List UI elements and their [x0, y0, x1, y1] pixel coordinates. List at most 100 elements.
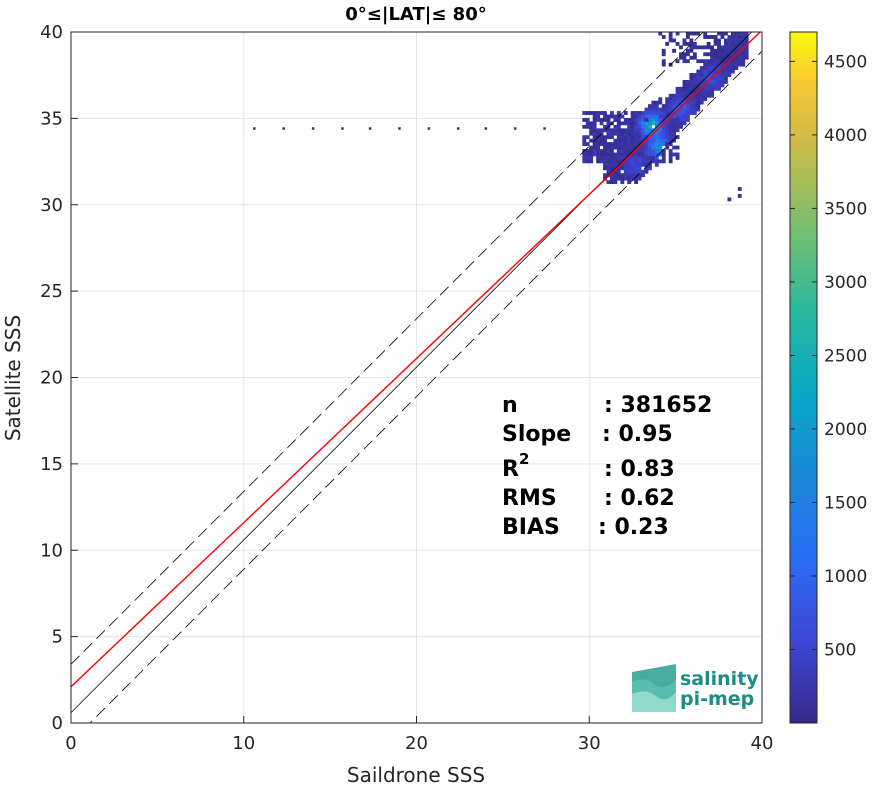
density-cell — [647, 128, 652, 133]
density-cell — [623, 135, 628, 140]
density-cell — [596, 159, 601, 164]
density-cell — [651, 142, 656, 147]
density-cell — [609, 135, 614, 140]
density-cell — [603, 142, 607, 147]
density-cell — [723, 32, 728, 36]
density-cell — [589, 131, 594, 136]
density-cell — [703, 62, 708, 67]
density-cell — [665, 111, 670, 115]
density-cell — [685, 48, 690, 53]
density-cell — [609, 149, 614, 153]
outlier-point — [484, 127, 488, 130]
density-cell — [717, 55, 721, 60]
colorbar-tick-label: 4500 — [824, 52, 867, 72]
density-cell — [717, 52, 721, 57]
density-cell — [582, 159, 587, 164]
density-cell — [603, 152, 607, 157]
x-tick-label: 20 — [405, 733, 428, 754]
density-cell — [609, 114, 614, 119]
density-cell — [737, 187, 742, 191]
density-cell — [713, 86, 718, 91]
density-cell — [703, 93, 708, 98]
colorbar: 500 1000 1500 2000 2500 3000 3500 4000 4500 — [789, 31, 867, 724]
density-cell — [599, 142, 604, 147]
density-cell — [672, 48, 677, 53]
density-cell — [596, 155, 601, 160]
density-cell — [606, 121, 611, 126]
density-cell — [589, 149, 594, 153]
density-cell — [675, 32, 680, 36]
density-cell — [620, 135, 625, 140]
density-cell — [634, 149, 639, 153]
density-cell — [634, 176, 639, 181]
density-cell — [589, 124, 594, 129]
density-cell — [592, 114, 597, 119]
density-cell — [717, 79, 721, 84]
density-cell — [589, 111, 594, 115]
density-cell — [679, 45, 683, 50]
stat-bias-value: : 0.23 — [598, 515, 669, 540]
density-cell — [658, 97, 663, 102]
density-cell — [596, 149, 601, 153]
density-cell — [654, 159, 659, 164]
density-cell — [654, 114, 659, 119]
density-cell — [720, 55, 725, 60]
density-cell — [644, 145, 649, 150]
density-cell — [582, 135, 587, 140]
density-cell — [668, 107, 673, 112]
density-cell — [703, 32, 708, 36]
density-cell — [730, 41, 735, 46]
colorbar-gradient — [789, 31, 818, 724]
density-cell — [727, 35, 732, 39]
density-cell — [710, 79, 715, 84]
density-cell — [623, 159, 628, 164]
density-cell — [689, 100, 694, 105]
density-cell — [637, 128, 642, 133]
density-cell — [623, 117, 628, 122]
density-cell — [682, 86, 687, 91]
density-cell — [679, 107, 683, 112]
density-cell — [609, 142, 614, 147]
density-cell — [720, 32, 725, 36]
density-cell — [713, 79, 718, 84]
density-cell — [634, 155, 639, 160]
density-cell — [599, 138, 604, 143]
density-cell — [596, 145, 601, 150]
logo-line2: pi-mep — [680, 688, 754, 710]
density-cell — [727, 38, 732, 43]
density-cell — [603, 166, 607, 171]
density-cell — [641, 124, 645, 129]
density-cell — [641, 162, 645, 167]
density-cell — [613, 162, 618, 167]
y-tick-label: 40 — [40, 22, 63, 43]
density-cell — [685, 114, 690, 119]
density-cell — [661, 62, 666, 67]
density-cell — [616, 169, 621, 174]
density-cell — [665, 145, 670, 150]
density-cell — [627, 145, 632, 150]
density-cell — [689, 86, 694, 91]
density-cell — [623, 162, 628, 167]
density-cell — [658, 111, 663, 115]
density-cell — [675, 155, 680, 160]
density-cell — [641, 173, 645, 178]
outlier-point — [543, 127, 546, 130]
density-cell — [620, 145, 625, 150]
density-cell — [675, 124, 680, 129]
density-cell — [616, 155, 621, 160]
density-cell — [668, 97, 673, 102]
density-cell — [706, 76, 711, 81]
density-cell — [734, 32, 739, 36]
density-cell — [672, 138, 677, 143]
density-cell — [616, 176, 621, 181]
density-cell — [699, 86, 704, 91]
density-cell — [634, 166, 639, 171]
density-cell — [651, 159, 656, 164]
density-cell — [679, 52, 683, 57]
density-cell — [613, 155, 618, 160]
outlier-point — [427, 127, 431, 130]
density-cell — [685, 35, 690, 39]
density-cell — [641, 149, 645, 153]
density-cell — [654, 117, 659, 122]
density-cell — [620, 180, 625, 185]
